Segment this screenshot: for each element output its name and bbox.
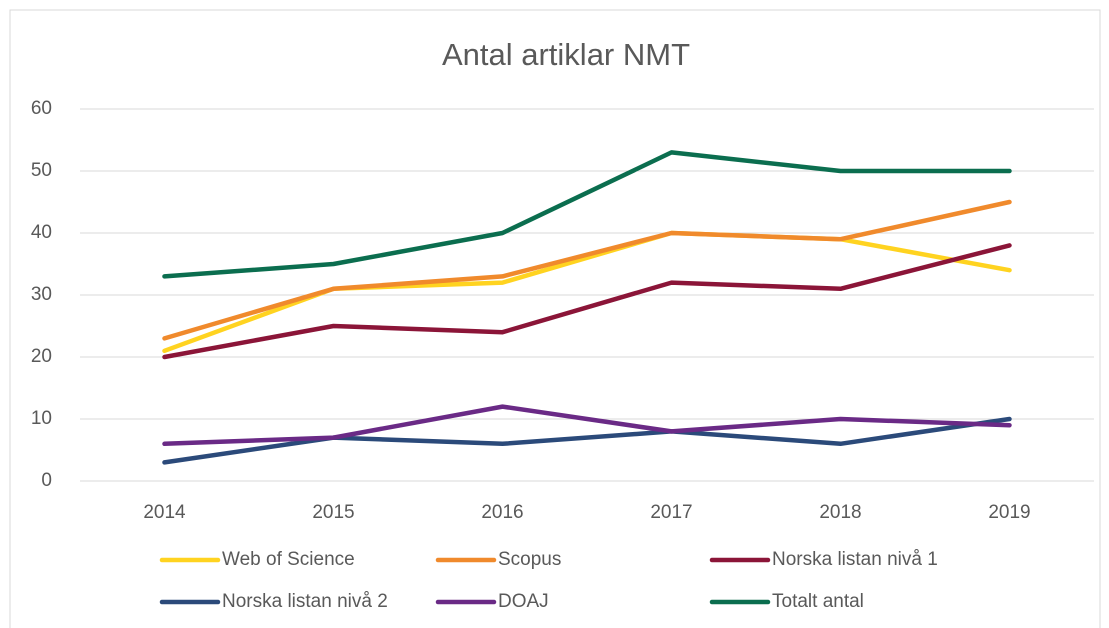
legend-label: Norska listan nivå 1 <box>772 549 938 570</box>
y-tick-label: 30 <box>31 284 52 305</box>
x-tick-label: 2014 <box>143 502 186 523</box>
legend-label: DOAJ <box>498 591 549 612</box>
y-tick-label: 0 <box>41 470 52 491</box>
y-tick-label: 50 <box>31 160 52 181</box>
chart-title: Antal artiklar NMT <box>442 37 690 72</box>
y-tick-label: 10 <box>31 408 52 429</box>
series-line <box>162 150 1012 279</box>
x-tick-label: 2019 <box>988 502 1030 523</box>
series-line <box>162 199 1012 341</box>
legend-label: Scopus <box>498 549 561 570</box>
legend-label: Web of Science <box>222 549 355 570</box>
series-line <box>162 243 1012 360</box>
x-tick-label: 2016 <box>481 502 523 523</box>
y-tick-label: 20 <box>31 346 52 367</box>
y-tick-label: 60 <box>31 98 52 119</box>
series-line <box>162 416 1012 465</box>
x-tick-label: 2018 <box>819 502 861 523</box>
x-tick-label: 2017 <box>650 502 692 523</box>
legend-label: Norska listan nivå 2 <box>222 591 388 612</box>
x-tick-label: 2015 <box>312 502 354 523</box>
series-line <box>162 404 1012 447</box>
legend-label: Totalt antal <box>772 591 864 612</box>
y-tick-label: 40 <box>31 222 52 243</box>
